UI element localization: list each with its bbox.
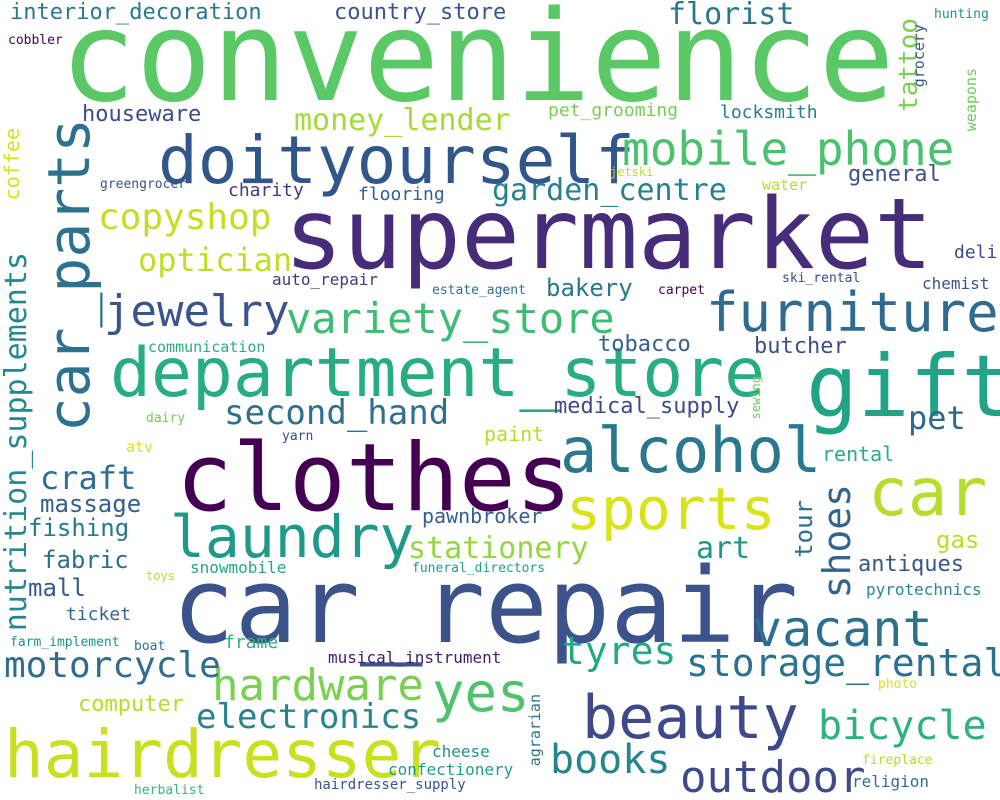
word-tour: tour: [790, 500, 818, 558]
word-auto-repair: auto_repair: [272, 270, 378, 289]
word-medical-supply: medical_supply: [554, 394, 740, 419]
word-hairdresser: hairdresser: [4, 716, 442, 793]
word-furniture: furniture: [706, 281, 999, 344]
word-clothes: clothes: [176, 424, 573, 533]
word-gas: gas: [936, 526, 980, 554]
word-interior-decoration: interior_decoration: [10, 0, 262, 25]
word-snowmobile: snowmobile: [190, 558, 287, 577]
word-jewelry: jewelry: [104, 286, 290, 337]
word-atv: atv: [126, 438, 154, 456]
word-car-parts: car_parts: [35, 118, 103, 433]
word-storage-rental: storage_rental: [686, 641, 1000, 685]
word-mobile-phone: mobile_phone: [622, 122, 955, 176]
word-optician: optician: [138, 241, 293, 279]
word-tyres: tyres: [562, 629, 677, 673]
word-second-hand: second_hand: [224, 393, 450, 433]
word-computer: computer: [78, 692, 184, 717]
word-carpet: carpet: [658, 283, 705, 298]
word-flooring: flooring: [358, 184, 445, 205]
word-gift: gift: [806, 337, 1000, 437]
word-yes: yes: [432, 661, 530, 724]
word-pyrotechnics: pyrotechnics: [866, 580, 982, 599]
word-fireplace: fireplace: [862, 753, 933, 768]
word-doityourself: doityourself: [158, 122, 635, 199]
word-toys: toys: [146, 569, 175, 583]
word-general: general: [848, 162, 941, 187]
word-coffee: coffee: [0, 128, 24, 201]
word-florist: florist: [668, 0, 795, 32]
word-boat: boat: [134, 639, 166, 654]
word-tobacco: tobacco: [598, 332, 691, 357]
word-hardware: hardware: [212, 660, 424, 711]
word-cheese: cheese: [432, 742, 490, 761]
word-locksmith: locksmith: [720, 102, 818, 123]
word-car-repair: car_repair: [172, 545, 799, 667]
word-communication: communication: [148, 338, 266, 356]
word-country-store: country_store: [334, 0, 507, 25]
word-motorcycle: motorcycle: [4, 645, 221, 686]
word-weapons: weapons: [962, 68, 980, 132]
word-dairy: dairy: [146, 411, 186, 426]
word-massage: massage: [40, 490, 142, 518]
word-yarn: yarn: [282, 429, 314, 444]
word-car: car: [868, 454, 988, 531]
word-fishing: fishing: [28, 514, 130, 542]
word-pet: pet: [908, 399, 966, 437]
word-sports: sports: [566, 475, 776, 543]
word-cobbler: cobbler: [8, 33, 63, 48]
word-hunting: hunting: [934, 7, 989, 22]
word-confectionery: confectionery: [388, 760, 514, 779]
word-greengrocer: greengrocer: [100, 177, 187, 192]
word-garden-centre: garden_centre: [492, 173, 727, 208]
word-grocery: grocery: [910, 24, 928, 88]
word-beauty: beauty: [582, 683, 799, 753]
word-outdoor: outdoor: [680, 752, 866, 800]
word-farm-implement: farm_implement: [10, 635, 120, 650]
word-sewing: sewing: [749, 376, 763, 420]
word-pet-grooming: pet_grooming: [548, 100, 679, 121]
word-agrarian: agrarian: [526, 694, 544, 767]
word-deli: deli: [954, 242, 998, 263]
word-photo: photo: [878, 677, 918, 692]
word-money-lender: money_lender: [294, 103, 511, 138]
word-craft: craft: [40, 459, 137, 497]
word-mall: mall: [28, 574, 86, 602]
word-fabric: fabric: [42, 546, 129, 574]
word-antiques: antiques: [858, 552, 964, 577]
word-variety-store: variety_store: [286, 294, 615, 343]
word-art: art: [696, 531, 751, 566]
word-funeral-directors: funeral_directors: [412, 561, 546, 576]
word-supermarket: supermarket: [284, 178, 934, 292]
word-laundry: laundry: [170, 503, 415, 571]
word-vacant: vacant: [752, 600, 933, 658]
word-chemist: chemist: [922, 274, 990, 293]
word-convenience: convenience: [60, 0, 895, 130]
word-copyshop: copyshop: [98, 197, 272, 238]
word-pawnbroker: pawnbroker: [422, 504, 543, 528]
word-stationery: stationery: [408, 531, 589, 566]
word-department-store: department_store: [110, 334, 766, 413]
word-bicycle: bicycle: [818, 703, 987, 749]
word-bakery: bakery: [546, 274, 633, 302]
word-religion: religion: [852, 772, 930, 791]
word-musical-instrument: musical_instrument: [328, 648, 502, 667]
word-rental: rental: [822, 442, 895, 466]
word-jetski: jetski: [610, 165, 654, 179]
word-herbalist: herbalist: [134, 783, 205, 798]
word-frame: frame: [224, 632, 279, 653]
word-butcher: butcher: [754, 334, 847, 359]
word-alcohol: alcohol: [560, 414, 822, 487]
word-paint: paint: [484, 422, 545, 446]
word-houseware: houseware: [82, 102, 202, 127]
word-books: books: [550, 737, 671, 783]
word-ticket: ticket: [66, 604, 132, 625]
word-hairdresser-supply: hairdresser_supply: [314, 777, 466, 793]
word-shoes: shoes: [815, 484, 859, 599]
word-charity: charity: [228, 180, 304, 201]
word-estate-agent: estate_agent: [432, 283, 526, 298]
word-water: water: [762, 176, 808, 194]
word-ski-rental: ski_rental: [782, 271, 861, 286]
word-electronics: electronics: [196, 697, 422, 737]
